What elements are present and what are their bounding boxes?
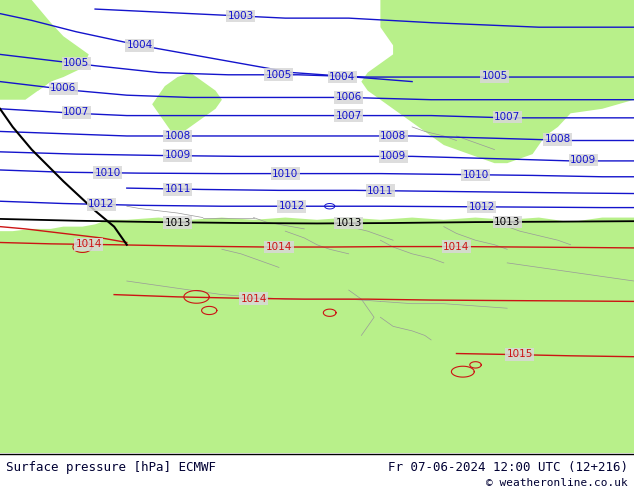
Text: 1006: 1006 (50, 83, 77, 94)
Text: 1012: 1012 (88, 199, 115, 209)
Text: 1009: 1009 (164, 150, 191, 160)
Text: 1008: 1008 (380, 131, 406, 141)
Text: 1005: 1005 (63, 58, 89, 69)
Text: © weatheronline.co.uk: © weatheronline.co.uk (486, 478, 628, 489)
Polygon shape (0, 218, 634, 453)
Text: 1004: 1004 (126, 40, 153, 50)
Text: 1006: 1006 (335, 93, 362, 102)
Text: 1008: 1008 (164, 131, 191, 141)
Text: 1014: 1014 (240, 294, 267, 304)
Text: 1012: 1012 (278, 201, 305, 211)
Text: 1010: 1010 (272, 169, 299, 178)
Text: 1013: 1013 (164, 218, 191, 227)
Text: 1007: 1007 (494, 112, 521, 122)
Text: 1009: 1009 (380, 151, 406, 161)
Polygon shape (0, 0, 89, 99)
Text: 1012: 1012 (469, 202, 495, 212)
Text: 1005: 1005 (266, 70, 292, 80)
Polygon shape (25, 50, 70, 91)
Text: 1010: 1010 (462, 170, 489, 180)
Text: 1014: 1014 (266, 242, 292, 252)
Text: 1013: 1013 (494, 217, 521, 227)
Text: Fr 07-06-2024 12:00 UTC (12+216): Fr 07-06-2024 12:00 UTC (12+216) (387, 461, 628, 474)
Text: 1007: 1007 (335, 111, 362, 121)
Polygon shape (152, 73, 222, 136)
Text: 1015: 1015 (507, 349, 533, 360)
Text: 1009: 1009 (570, 155, 597, 165)
Polygon shape (6, 59, 32, 82)
Text: 1013: 1013 (335, 218, 362, 228)
Text: 1011: 1011 (164, 184, 191, 195)
Text: 1005: 1005 (481, 71, 508, 81)
Text: Surface pressure [hPa] ECMWF: Surface pressure [hPa] ECMWF (6, 462, 216, 474)
Text: 1010: 1010 (94, 168, 121, 178)
Polygon shape (361, 0, 634, 163)
Text: 1007: 1007 (63, 107, 89, 118)
Text: 1014: 1014 (75, 239, 102, 249)
Text: 1003: 1003 (228, 11, 254, 21)
Text: 1014: 1014 (443, 242, 470, 251)
Text: 1004: 1004 (329, 72, 356, 82)
Text: 1008: 1008 (545, 134, 571, 144)
Text: 1011: 1011 (367, 186, 394, 196)
